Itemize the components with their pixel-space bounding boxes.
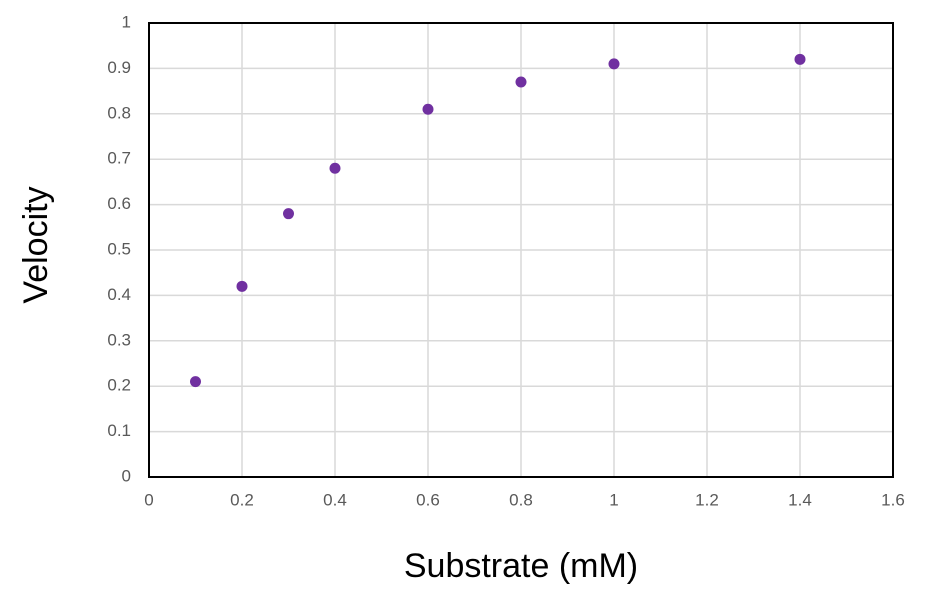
y-tick-label: 0.1 [107,421,131,440]
y-tick-label: 0.4 [107,285,131,304]
y-tick-label: 0.7 [107,149,131,168]
y-tick-label: 0.2 [107,376,131,395]
y-axis-title: Velocity [17,186,55,303]
x-tick-label: 0.2 [230,490,254,509]
x-tick-label: 0.6 [416,490,440,509]
data-point [515,76,527,88]
y-tick-label: 0.8 [107,103,131,122]
data-point [236,280,248,292]
data-point [422,103,434,115]
data-point [608,58,620,70]
y-tick-label: 0.3 [107,330,131,349]
x-tick-label: 0 [144,490,153,509]
y-tick-label: 0 [122,466,131,485]
data-point [794,53,806,65]
x-tick-label: 1 [609,490,618,509]
x-tick-label: 0.8 [509,490,533,509]
x-tick-label: 1.2 [695,490,719,509]
x-tick-label: 1.4 [788,490,812,509]
data-point [283,208,294,220]
y-tick-label: 0.9 [107,58,131,77]
data-point [190,376,201,388]
y-tick-label: 0.6 [107,194,131,213]
plot-border [148,22,894,478]
data-point [329,162,341,174]
x-tick-label: 0.4 [323,490,347,509]
x-axis-title: Substrate (mM) [404,547,638,585]
x-tick-label: 1.6 [881,490,905,509]
y-tick-label: 0.5 [107,239,131,258]
y-tick-label: 1 [122,12,131,31]
